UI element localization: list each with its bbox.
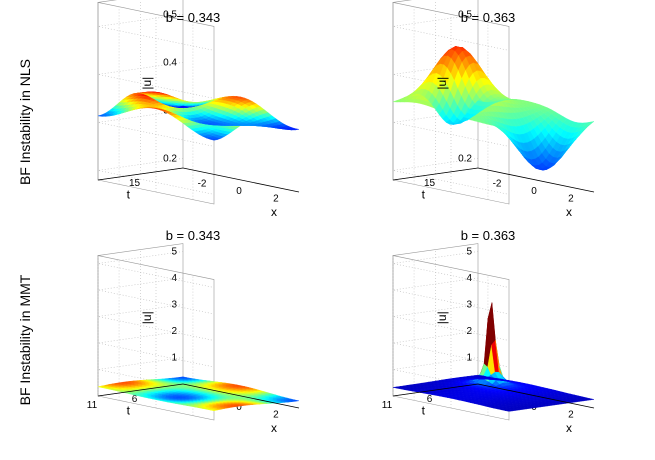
z-tick-label: 5 bbox=[466, 247, 472, 258]
x-axis-label: x bbox=[271, 205, 277, 219]
z-axis-label: |u| bbox=[435, 311, 449, 324]
panel-title: b = 0.363 bbox=[461, 10, 516, 25]
z-tick-label: 5 bbox=[171, 247, 177, 258]
x-tick-label: -2 bbox=[493, 178, 502, 189]
surface-patch bbox=[291, 399, 300, 402]
surface-patch bbox=[586, 121, 595, 126]
x-axis-label: x bbox=[566, 205, 572, 219]
z-axis-label: |u| bbox=[140, 311, 154, 324]
z-tick-label: 0.5 bbox=[163, 9, 177, 20]
z-tick-label: 0.4 bbox=[163, 57, 177, 68]
row-label-mmt: BF Instability in MMT bbox=[17, 274, 33, 405]
t-tick-label: 6 bbox=[132, 394, 138, 405]
z-axis-label: |u| bbox=[435, 77, 449, 90]
x-axis-line bbox=[182, 383, 300, 409]
t-axis-label: t bbox=[422, 188, 426, 202]
z-tick-label: 2 bbox=[171, 326, 177, 337]
z-tick-label: 3 bbox=[466, 300, 472, 311]
x-axis-line bbox=[477, 167, 595, 193]
z-axis-label: |u| bbox=[140, 77, 154, 90]
t-tick-label: 11 bbox=[382, 400, 393, 411]
x-tick-label: -2 bbox=[198, 178, 207, 189]
z-tick-label: 1 bbox=[171, 353, 177, 364]
x-axis-line bbox=[182, 167, 300, 193]
panel-title: b = 0.343 bbox=[166, 228, 221, 243]
t-axis-line bbox=[392, 167, 479, 181]
z-tick-label: 4 bbox=[171, 273, 177, 284]
x-axis-label: x bbox=[566, 421, 572, 435]
panel-title: b = 0.343 bbox=[166, 10, 221, 25]
x-axis-label: x bbox=[271, 421, 277, 435]
t-axis-line bbox=[392, 383, 479, 397]
panel-title: b = 0.363 bbox=[461, 228, 516, 243]
z-tick-label: 0.2 bbox=[163, 153, 177, 164]
x-tick-label: 0 bbox=[236, 402, 242, 413]
t-axis-line bbox=[97, 167, 184, 181]
t-tick-label: 15 bbox=[129, 178, 141, 189]
z-tick-label: 3 bbox=[171, 300, 177, 311]
t-tick-label: 6 bbox=[427, 394, 433, 405]
z-tick-label: 0.5 bbox=[458, 9, 472, 20]
z-tick-label: 1 bbox=[466, 353, 472, 364]
surface-patch bbox=[291, 128, 300, 131]
x-tick-label: 0 bbox=[236, 186, 242, 197]
x-tick-label: 0 bbox=[531, 186, 537, 197]
t-tick-label: 15 bbox=[424, 178, 436, 189]
t-tick-label: 11 bbox=[87, 400, 98, 411]
z-tick-label: 0.2 bbox=[458, 153, 472, 164]
x-tick-label: 2 bbox=[568, 194, 574, 205]
row-label-nls: BF Instability in NLS bbox=[17, 59, 33, 185]
t-axis-label: t bbox=[127, 404, 131, 418]
z-tick-label: 2 bbox=[466, 326, 472, 337]
z-tick-label: 4 bbox=[466, 273, 472, 284]
t-axis-label: t bbox=[422, 404, 426, 418]
surface-patch bbox=[586, 398, 595, 401]
t-axis-line bbox=[97, 383, 184, 397]
x-tick-label: 2 bbox=[273, 194, 279, 205]
x-tick-label: 2 bbox=[568, 410, 574, 421]
t-axis-label: t bbox=[127, 188, 131, 202]
x-tick-label: 2 bbox=[273, 410, 279, 421]
x-axis-line bbox=[477, 383, 595, 409]
